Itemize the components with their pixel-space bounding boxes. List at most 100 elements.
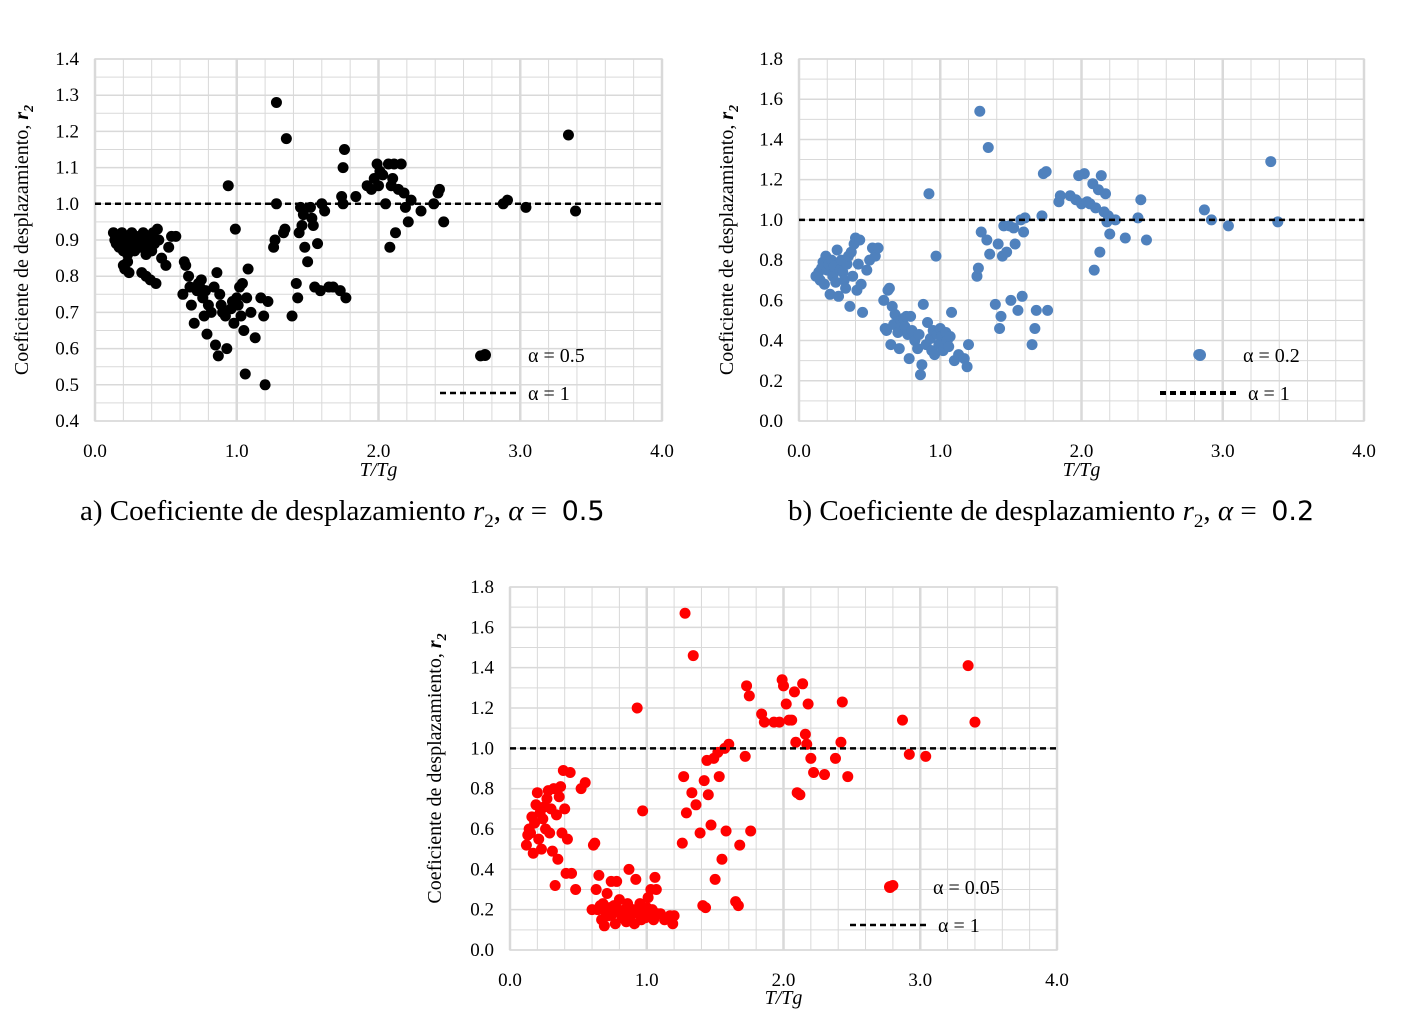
data-point: [561, 833, 573, 845]
data-point: [946, 306, 958, 318]
data-point: [1001, 246, 1013, 258]
data-point: [529, 817, 541, 829]
y-tick-label: 1.1: [55, 158, 79, 179]
y-tick-label: 0.4: [470, 859, 494, 880]
caption-a-value: 0.5: [561, 496, 605, 527]
data-point: [211, 267, 223, 279]
data-point: [914, 369, 926, 381]
data-point: [913, 329, 925, 341]
data-point: [1012, 304, 1024, 316]
data-point: [912, 343, 924, 355]
data-point: [1054, 190, 1066, 202]
data-point: [238, 325, 250, 336]
data-point: [566, 867, 578, 879]
x-tick-label: 0.0: [787, 441, 811, 462]
legend-label: α = 0.05: [933, 877, 1000, 899]
data-point: [433, 183, 445, 195]
data-point: [1005, 294, 1017, 306]
data-point: [982, 141, 994, 153]
data-point: [698, 775, 710, 787]
data-point: [972, 262, 984, 274]
caption-a-alpha: α: [508, 495, 524, 527]
data-point: [269, 234, 281, 246]
legend-marker: [1194, 349, 1206, 361]
caption-b-sub: 2: [1193, 510, 1204, 532]
data-point: [377, 169, 389, 181]
data-point: [415, 205, 427, 217]
data-point: [808, 767, 820, 779]
y-tick-label: 1.2: [470, 698, 494, 719]
y-tick-label: 0.8: [759, 250, 783, 271]
y-tick-label: 1.4: [55, 49, 79, 70]
data-point: [1100, 188, 1112, 200]
data-point: [916, 359, 928, 371]
legend-marker: [479, 349, 491, 361]
chart-2: 0.0 1.0 2.0 3.0 4.0 0.0 0.2 0.4 0.6 0.8 1.0 1.2 1.4 1…: [424, 577, 1069, 1009]
data-point: [773, 716, 785, 728]
data-point: [428, 198, 440, 210]
data-point: [302, 256, 314, 268]
data-point: [546, 845, 558, 857]
data-point: [537, 813, 549, 825]
data-point: [290, 277, 302, 289]
x-tick-label: 4.0: [650, 441, 674, 462]
data-point: [438, 216, 450, 228]
data-point: [593, 869, 605, 881]
data-point: [1140, 234, 1152, 246]
y-tick-label: 1.2: [55, 121, 79, 142]
data-point: [1095, 170, 1107, 182]
data-point: [984, 248, 996, 260]
caption-b-var: r: [1182, 495, 1194, 527]
caption-a-eq: =: [523, 495, 562, 527]
data-point: [555, 781, 567, 793]
caption-a-comma: ,: [493, 495, 509, 527]
data-point: [790, 736, 802, 748]
data-point: [637, 805, 649, 817]
data-point: [188, 317, 200, 329]
x-tick-label: 4.0: [1045, 970, 1069, 991]
caption-a-sub: 2: [484, 510, 494, 532]
data-point: [390, 227, 402, 239]
data-point: [201, 328, 213, 340]
data-point: [969, 716, 981, 728]
data-point: [337, 162, 349, 174]
y-tick-label: 1.8: [470, 577, 494, 598]
data-point: [553, 791, 565, 803]
data-point: [847, 270, 859, 282]
data-point: [337, 198, 349, 210]
data-point: [920, 750, 932, 762]
legend-marker: [884, 881, 896, 893]
data-point: [183, 270, 195, 282]
data-point: [296, 220, 308, 232]
data-point: [221, 343, 233, 355]
x-tick-label: 3.0: [908, 970, 932, 991]
data-point: [705, 819, 717, 831]
data-point: [961, 361, 973, 373]
y-tick-label: 1.8: [759, 49, 783, 70]
x-axis-label: T/Tg: [1063, 459, 1101, 481]
y-tick-label: 0.6: [759, 290, 783, 311]
legend-label: α = 1: [938, 915, 980, 937]
data-point: [855, 278, 867, 290]
y-tick-label: 0.0: [470, 940, 494, 961]
data-point: [241, 292, 253, 304]
data-point: [720, 825, 732, 837]
data-point: [598, 920, 610, 932]
data-point: [319, 205, 331, 217]
data-point: [1104, 228, 1116, 240]
data-point: [758, 716, 770, 728]
data-point: [1016, 290, 1028, 302]
data-point: [857, 306, 869, 318]
data-point: [1009, 238, 1021, 250]
data-point: [122, 256, 134, 268]
data-point: [151, 223, 163, 235]
data-point: [963, 339, 974, 351]
data-point: [387, 172, 399, 184]
data-point: [835, 736, 847, 748]
data-point: [262, 296, 274, 308]
chart-1: 0.0 1.0 2.0 3.0 4.0 0.0 0.2 0.4 0.6 0.8 1.0 1.2 1.4 1…: [716, 49, 1376, 481]
data-point: [150, 277, 162, 289]
data-point: [676, 837, 688, 849]
data-point: [818, 278, 830, 290]
data-point: [205, 306, 217, 318]
